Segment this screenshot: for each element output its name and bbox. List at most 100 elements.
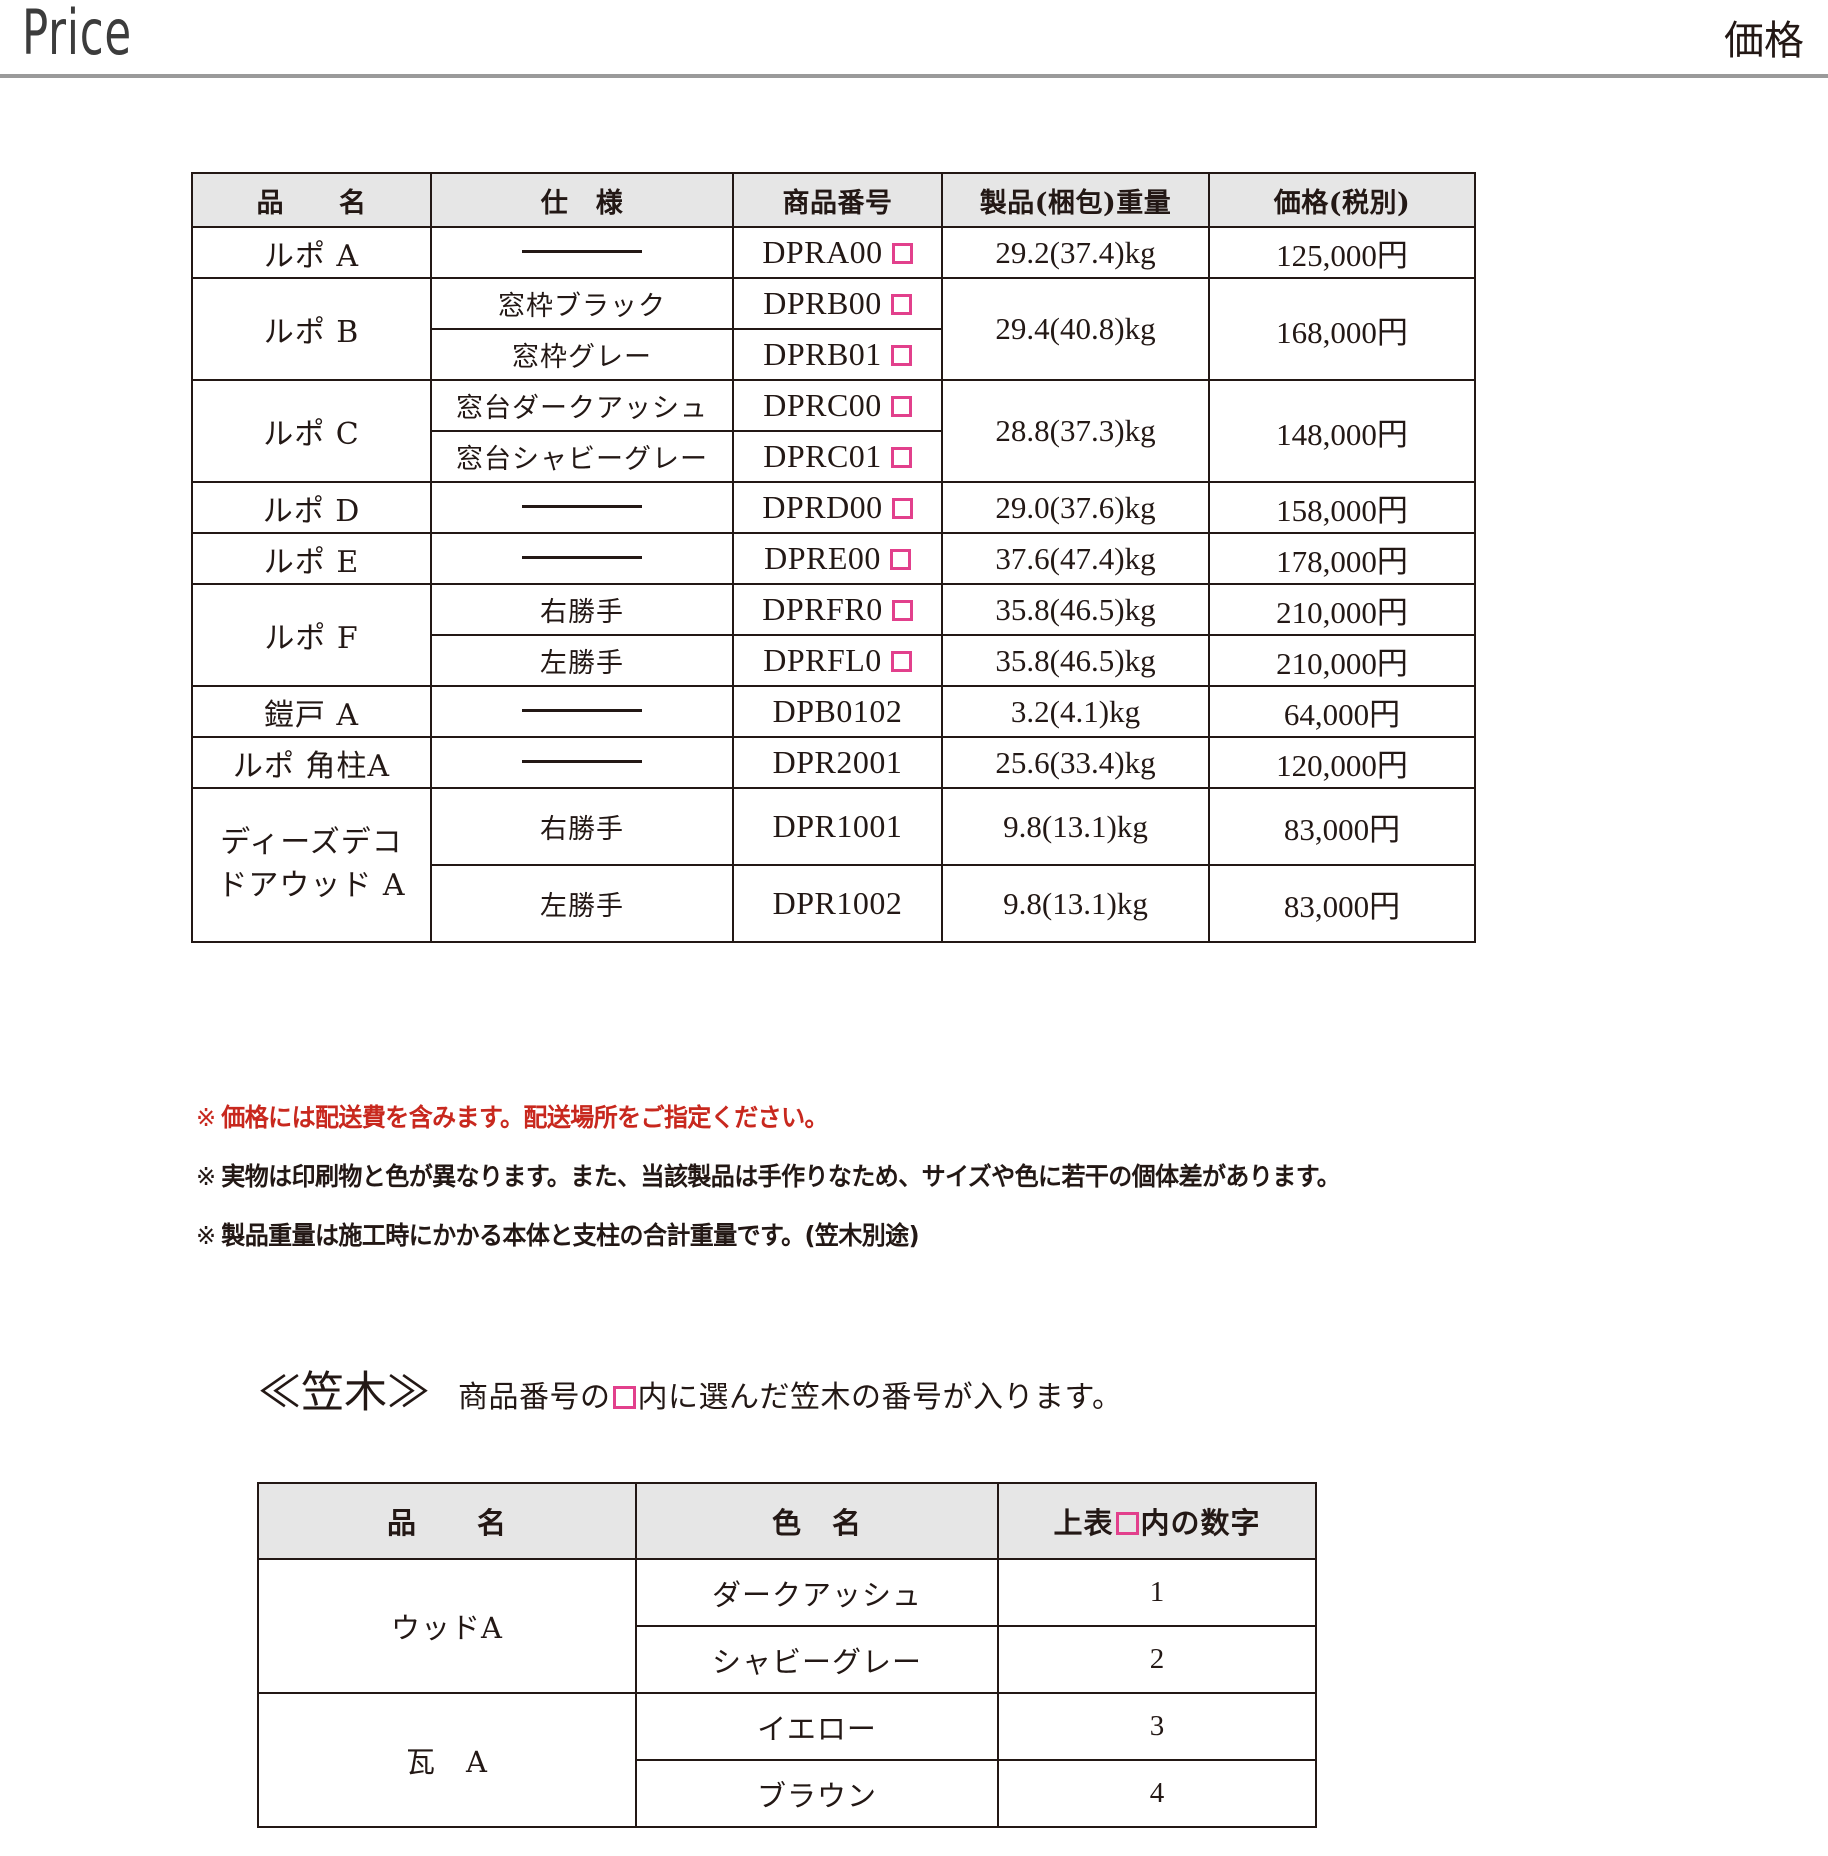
product-weight: 29.4(40.8)kg (941, 277, 1210, 381)
column-header-name: 品 名 (191, 172, 432, 228)
kasagi-number-placeholder-square-icon (890, 345, 912, 366)
kasagi-color-name: ダークアッシュ (635, 1558, 999, 1627)
kasagi-color-name: シャビーグレー (635, 1625, 999, 1694)
product-code: DPRC00 (732, 379, 943, 432)
product-code: DPRB01 (732, 328, 943, 381)
product-weight: 29.2(37.4)kg (941, 226, 1210, 279)
product-spec: 右勝手 (430, 583, 734, 636)
product-spec (430, 481, 734, 534)
note-item: ※ 実物は印刷物と色が異なります。また、当該製品は手作りなため、サイズや色に若干の… (196, 1157, 1540, 1193)
product-spec (430, 226, 734, 279)
product-weight: 35.8(46.5)kg (941, 583, 1210, 636)
note-text: 製品重量は施工時にかかる本体と支柱の合計重量です。(笠木別途) (221, 1221, 919, 1250)
column-header-weight: 製品(梱包)重量 (941, 172, 1210, 228)
kasagi-number: 1 (997, 1558, 1317, 1627)
product-price: 64,000円 (1208, 685, 1476, 738)
product-spec (430, 736, 734, 789)
table-row: 窓台シャビーグレー DPRC01 (192, 430, 1475, 483)
column-header-number-before: 上表 (1053, 1506, 1114, 1540)
product-spec: 窓台シャビーグレー (430, 430, 734, 483)
product-code: DPRFL0 (732, 634, 943, 687)
kasagi-description: 商品番号の 内に選んだ笠木の番号が入ります。 (458, 1380, 1123, 1415)
product-name-line1: ディーズデコ (220, 825, 403, 861)
product-weight: 35.8(46.5)kg (941, 634, 1210, 687)
product-spec: 窓枠グレー (430, 328, 734, 381)
kasagi-number-placeholder-square-icon (890, 294, 912, 315)
kasagi-description-before: 商品番号の (458, 1380, 611, 1415)
table-row: ディーズデコ ドアウッド A 右勝手 DPR1001 9.8(13.1)kg 8… (191, 787, 1476, 943)
column-header-number-after: 内の数字 (1140, 1506, 1261, 1540)
product-spec: 窓枠ブラック (430, 277, 734, 330)
note-text: 価格には配送費を含みます。配送場所をご指定ください。 (221, 1103, 828, 1132)
column-header-price: 価格(税別) (1208, 172, 1476, 228)
kasagi-number-placeholder-square-icon (1115, 1512, 1139, 1535)
note-mark: ※ (196, 1221, 216, 1250)
table-row: シャビーグレー 2 (258, 1625, 1317, 1694)
dash-marker (522, 505, 642, 508)
product-spec: 左勝手 (430, 634, 734, 687)
table-row: ウッドA ダークアッシュ 1 (257, 1558, 1317, 1694)
product-price: 210,000円 (1208, 634, 1476, 687)
product-price: 83,000円 (1208, 864, 1476, 943)
product-weight: 9.8(13.1)kg (941, 787, 1210, 866)
dash-marker (522, 250, 642, 253)
kasagi-description-after: 内に選んだ笠木の番号が入ります。 (637, 1380, 1123, 1415)
product-spec (430, 685, 734, 738)
table-row: ルポ C 窓台ダークアッシュ DPRC00 28.8(37.3)kg 148,0… (191, 379, 1476, 483)
table-row: ルポ B 窓枠ブラック DPRB00 29.4(40.8)kg 168,000円 (191, 277, 1476, 381)
column-header-number: 上表 内の数字 (997, 1482, 1317, 1560)
product-code-text: DPRE00 (764, 540, 881, 576)
column-header-name: 品 名 (257, 1482, 637, 1560)
product-weight: 37.6(47.4)kg (941, 532, 1210, 585)
product-name: ルポ F (191, 583, 432, 687)
product-code: DPRD00 (732, 481, 943, 534)
kasagi-number: 4 (997, 1759, 1317, 1828)
product-code-text: DPRB01 (763, 336, 882, 372)
table-row: 瓦 A イエロー 3 (257, 1692, 1317, 1828)
kasagi-number-placeholder-square-icon (891, 600, 913, 621)
page-title: Price (22, 0, 132, 69)
product-code: DPRA00 (732, 226, 943, 279)
table-row: ルポ E DPRE00 37.6(47.4)kg 178,000円 (191, 532, 1476, 585)
kasagi-number-placeholder-square-icon (612, 1386, 636, 1409)
dash-marker (522, 709, 642, 712)
product-code: DPRE00 (732, 532, 943, 585)
product-weight: 3.2(4.1)kg (941, 685, 1210, 738)
product-code-text: DPRC01 (763, 438, 882, 474)
product-code: DPR1002 (732, 864, 943, 943)
kasagi-section-heading: ≪笠木≫ 商品番号の 内に選んだ笠木の番号が入ります。 (258, 1358, 1123, 1420)
product-code: DPB0102 (732, 685, 943, 738)
kasagi-number-placeholder-square-icon (891, 498, 913, 519)
product-code: DPR2001 (732, 736, 943, 789)
product-name: ルポ D (191, 481, 432, 534)
product-name: ルポ C (191, 379, 432, 483)
table-row: 左勝手 DPR1002 9.8(13.1)kg 83,000円 (192, 864, 1476, 943)
product-code: DPRC01 (732, 430, 943, 483)
product-code-text: DPRFL0 (763, 642, 882, 678)
page-title-japanese: 価格 (1724, 18, 1804, 64)
note-text: 実物は印刷物と色が異なります。また、当該製品は手作りなため、サイズや色に若干の個… (221, 1162, 1341, 1191)
product-weight: 9.8(13.1)kg (941, 864, 1210, 943)
table-row: ブラウン 4 (258, 1759, 1317, 1828)
product-name-line2: ドアウッド A (217, 868, 406, 903)
product-weight: 29.0(37.6)kg (941, 481, 1210, 534)
product-code: DPRB00 (732, 277, 943, 330)
product-weight: 25.6(33.4)kg (941, 736, 1210, 789)
dash-marker (522, 556, 642, 559)
product-code: DPRFR0 (732, 583, 943, 636)
product-code-text: DPRB00 (763, 285, 882, 321)
kasagi-number-placeholder-square-icon (890, 651, 912, 672)
kasagi-title: ≪笠木≫ (258, 1368, 430, 1418)
product-spec: 左勝手 (430, 864, 734, 943)
note-item: ※ 製品重量は施工時にかかる本体と支柱の合計重量です。(笠木別途) (196, 1216, 1540, 1252)
product-spec: 右勝手 (430, 787, 734, 866)
product-name: ディーズデコ ドアウッド A (191, 787, 432, 943)
product-price: 210,000円 (1208, 583, 1476, 636)
note-mark: ※ (196, 1162, 216, 1191)
table-row: 窓枠グレー DPRB01 (192, 328, 1475, 381)
product-price: 125,000円 (1208, 226, 1476, 279)
product-spec: 窓台ダークアッシュ (430, 379, 734, 432)
kasagi-product-name: ウッドA (257, 1558, 637, 1694)
table-row: ルポ 角柱A DPR2001 25.6(33.4)kg 120,000円 (191, 736, 1476, 789)
product-name: ルポ 角柱A (191, 736, 432, 789)
